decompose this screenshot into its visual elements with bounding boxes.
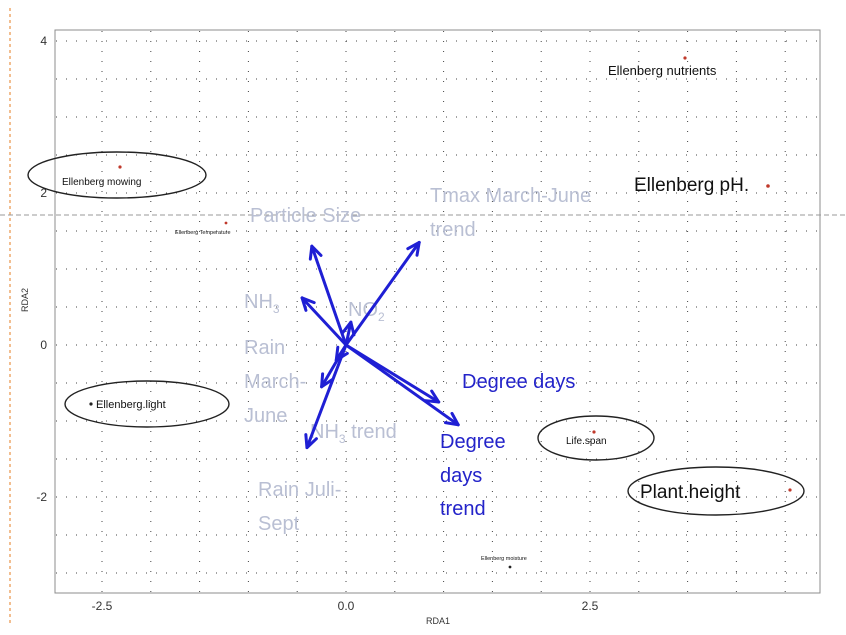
label-particle-size: Particle Size (250, 205, 361, 227)
arrow-nh3-trend (304, 343, 348, 450)
arrow-nh3 (300, 296, 348, 347)
y-axis-label: RDA2 (20, 288, 30, 312)
label-nh3-trend: NH3 trend (310, 421, 397, 446)
label-rain-march-line1: Rain (244, 337, 285, 359)
ellipses (27, 151, 805, 516)
point-ellenberg-ph (766, 184, 770, 188)
x-tick-label: 0.0 (338, 599, 355, 613)
point-plant-height (788, 488, 792, 492)
y-tick-label: 0 (40, 338, 47, 352)
label-nh3: NH3 (244, 291, 280, 316)
point-life-span (592, 430, 596, 434)
ellipse-ellenberg-light (64, 380, 230, 428)
species-points: Ellenberg nutrients Ellenberg mowing Ell… (62, 56, 792, 569)
ellipse-ellenberg-mowing (27, 151, 207, 199)
label-rain-march-line2: March- (244, 371, 306, 393)
arrow-tmax-march-june-trend (344, 240, 421, 347)
arrow-degree-days-trend (344, 343, 460, 427)
point-ellenberg-moisture (508, 565, 512, 569)
label-plant-height: Plant.height (640, 482, 741, 503)
ellipse-life-span (537, 415, 655, 461)
axis-ticks: -2.5 0.0 2.5 -2 0 2 4 (36, 34, 598, 613)
label-degree-days-trend-line3: trend (440, 498, 486, 520)
y-tick-label: -2 (36, 490, 47, 504)
label-tmax-line1: Tmax March-June (430, 185, 591, 207)
y-tick-label: 2 (40, 186, 47, 200)
arrow-rain-juli-sept (334, 343, 349, 362)
label-tmax-line2: trend (430, 219, 476, 241)
label-ellenberg-temperature: Ellenberg Temperature (175, 230, 231, 236)
label-ellenberg-light: Ellenberg.light (96, 399, 166, 411)
x-tick-label: 2.5 (582, 599, 599, 613)
ellipse-plant-height (627, 466, 805, 516)
label-degree-days: Degree days (462, 371, 575, 393)
arrow-particle-size (308, 244, 348, 347)
point-ellenberg-mowing (118, 165, 122, 169)
arrows (300, 240, 460, 450)
blue-arrow-labels: Degree days Degree days trend (440, 371, 575, 520)
point-ellenberg-temperature (224, 221, 228, 225)
label-no2: NO2 (348, 299, 385, 324)
x-axis-label: RDA1 (426, 616, 450, 626)
label-ellenberg-ph: Ellenberg pH. (634, 175, 749, 196)
label-rain-juli-line1: Rain Juli- (258, 479, 341, 501)
label-ellenberg-moisture: Ellenberg moisture (481, 556, 527, 562)
grid (56, 31, 819, 592)
label-degree-days-trend-line1: Degree (440, 431, 506, 453)
label-rain-march-line3: June (244, 405, 287, 427)
label-degree-days-trend-line2: days (440, 465, 482, 487)
label-life-span: Life.span (566, 436, 607, 447)
y-tick-label: 4 (40, 34, 47, 48)
label-ellenberg-mowing: Ellenberg mowing (62, 177, 142, 188)
arrow-no2 (341, 320, 356, 347)
label-ellenberg-nutrients: Ellenberg nutrients (608, 63, 717, 78)
x-tick-label: -2.5 (92, 599, 113, 613)
label-rain-juli-line2: Sept (258, 513, 300, 535)
point-ellenberg-nutrients (683, 56, 687, 60)
faded-arrow-labels: Particle Size Tmax March-June trend NH3 … (244, 185, 591, 535)
point-ellenberg-light (89, 402, 93, 406)
plot-frame (54, 29, 821, 594)
